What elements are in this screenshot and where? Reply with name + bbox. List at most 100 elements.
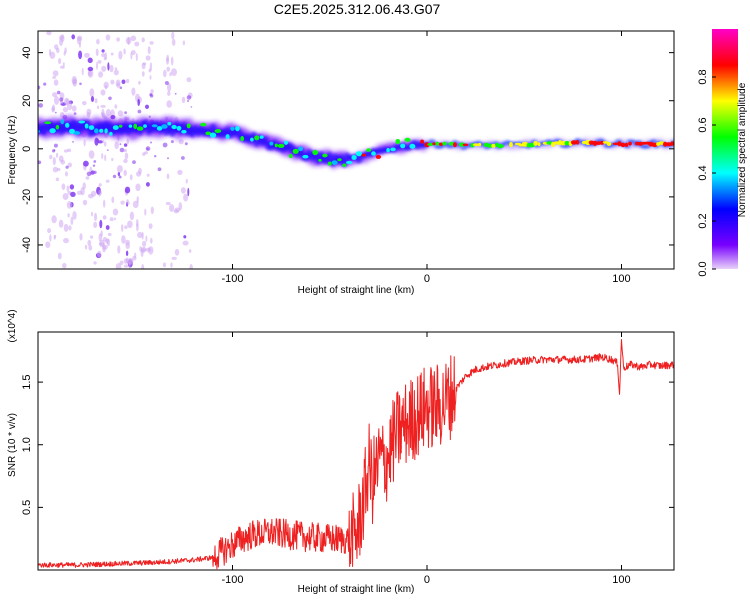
noise-speckle (49, 234, 52, 242)
noise-speckle (123, 143, 128, 147)
noise-speckle (124, 111, 127, 114)
ridge-core-cell (143, 124, 147, 128)
noise-speckle (187, 187, 190, 197)
ridge-core-cell (438, 142, 444, 146)
spectrogram-frame (37, 30, 675, 270)
x-tick-label: 100 (612, 574, 630, 586)
noise-speckle (124, 186, 131, 194)
noise-speckle (84, 244, 88, 250)
noise-speckle (123, 148, 127, 153)
y-tick-label: 0 (21, 146, 33, 152)
noise-speckle (141, 37, 145, 43)
noise-speckle (56, 152, 59, 158)
noise-speckle (184, 142, 188, 146)
noise-speckle (119, 143, 122, 146)
noise-speckle (150, 89, 154, 94)
figure-title: C2E5.2025.312.06.43.G07 (274, 1, 441, 17)
noise-speckle (114, 104, 118, 109)
noise-speckle (125, 239, 130, 245)
noise-speckle (149, 62, 153, 72)
snr-x-ticks: -100 0 100 (221, 332, 631, 586)
ridge-core-cell (533, 140, 538, 146)
ridge-core-cell (327, 161, 332, 166)
colorbar-tick-label: 0.2 (697, 213, 709, 228)
ridge-core-cell (254, 135, 260, 141)
ridge-core-cell (420, 139, 424, 144)
noise-speckle (38, 103, 43, 108)
noise-speckle (124, 225, 128, 230)
ridge-core-cell (186, 123, 191, 129)
noise-speckle (180, 187, 186, 194)
noise-speckle (127, 37, 130, 46)
noise-speckle (105, 34, 111, 41)
ridge-core-cell (60, 119, 65, 125)
x-tick-label: 0 (424, 574, 430, 586)
noise-speckle (145, 235, 148, 242)
colorbar-tick-label: 0.0 (697, 261, 709, 276)
noise-speckle (59, 97, 64, 102)
noise-speckle (121, 79, 126, 85)
noise-speckle (118, 50, 123, 60)
noise-speckle (116, 82, 120, 87)
noise-speckle (181, 96, 186, 104)
noise-speckle (167, 91, 171, 96)
noise-speckle (53, 79, 59, 86)
noise-speckle (137, 98, 140, 107)
noise-speckle (92, 164, 96, 167)
ridge-mid-cell (355, 157, 363, 164)
noise-speckle (116, 165, 123, 173)
noise-speckle (93, 170, 97, 174)
noise-speckle (72, 141, 74, 143)
noise-speckle (64, 149, 68, 153)
noise-speckle (103, 141, 107, 147)
spectrogram-y-axis-label: Frequency (Hz) (7, 116, 18, 185)
noise-speckle (189, 264, 193, 269)
ridge-core-cell (472, 143, 480, 147)
noise-speckle (77, 35, 83, 41)
ridge-core-cell (427, 142, 434, 146)
noise-speckle (148, 115, 151, 118)
y-tick-label: 1.5 (21, 374, 33, 389)
noise-speckle (76, 190, 83, 195)
snr-panel: -100 0 100 0.5 1.0 1.5 Height of straight li… (7, 309, 675, 595)
noise-speckle (150, 206, 154, 215)
noise-speckle (90, 170, 95, 175)
noise-speckle (93, 261, 97, 265)
noise-speckle (52, 76, 56, 79)
noise-speckle (101, 49, 105, 53)
ridge-core-cell (637, 141, 644, 146)
noise-speckle (63, 237, 69, 244)
noise-speckle (90, 96, 95, 102)
noise-speckle (49, 154, 53, 160)
colorbar-tick-label: 0.8 (697, 69, 709, 84)
noise-speckle (88, 193, 94, 199)
ridge-core-cell (73, 131, 81, 135)
noise-speckle (62, 62, 65, 67)
noise-speckle (67, 213, 70, 218)
ridge-core-cell (240, 135, 245, 142)
ridge-core-cell (432, 142, 436, 146)
ridge-core-cell (161, 124, 168, 129)
ridge-core-cell (400, 143, 406, 149)
noise-speckle (120, 200, 125, 205)
noise-speckle (149, 75, 152, 80)
spectrogram-y-ticks: -40 -20 0 20 40 (21, 47, 674, 253)
ridge-core-cell (592, 140, 598, 146)
noise-speckle (114, 217, 116, 221)
ridge-core-cell (390, 147, 396, 152)
noise-speckle (169, 72, 172, 77)
noise-speckle (91, 211, 93, 217)
noise-speckle (49, 48, 52, 56)
noise-speckle (56, 90, 61, 95)
noise-speckle (65, 165, 69, 169)
noise-speckle (68, 225, 72, 231)
noise-speckle (171, 38, 176, 46)
noise-speckle (101, 53, 106, 58)
noise-speckle (93, 212, 98, 222)
noise-speckle (137, 231, 143, 239)
noise-speckle (62, 107, 68, 113)
noise-speckle (72, 79, 77, 84)
noise-speckle (54, 111, 57, 114)
colorbar-label: Normalized spectral amplitude (737, 82, 748, 217)
noise-speckle (70, 216, 74, 226)
